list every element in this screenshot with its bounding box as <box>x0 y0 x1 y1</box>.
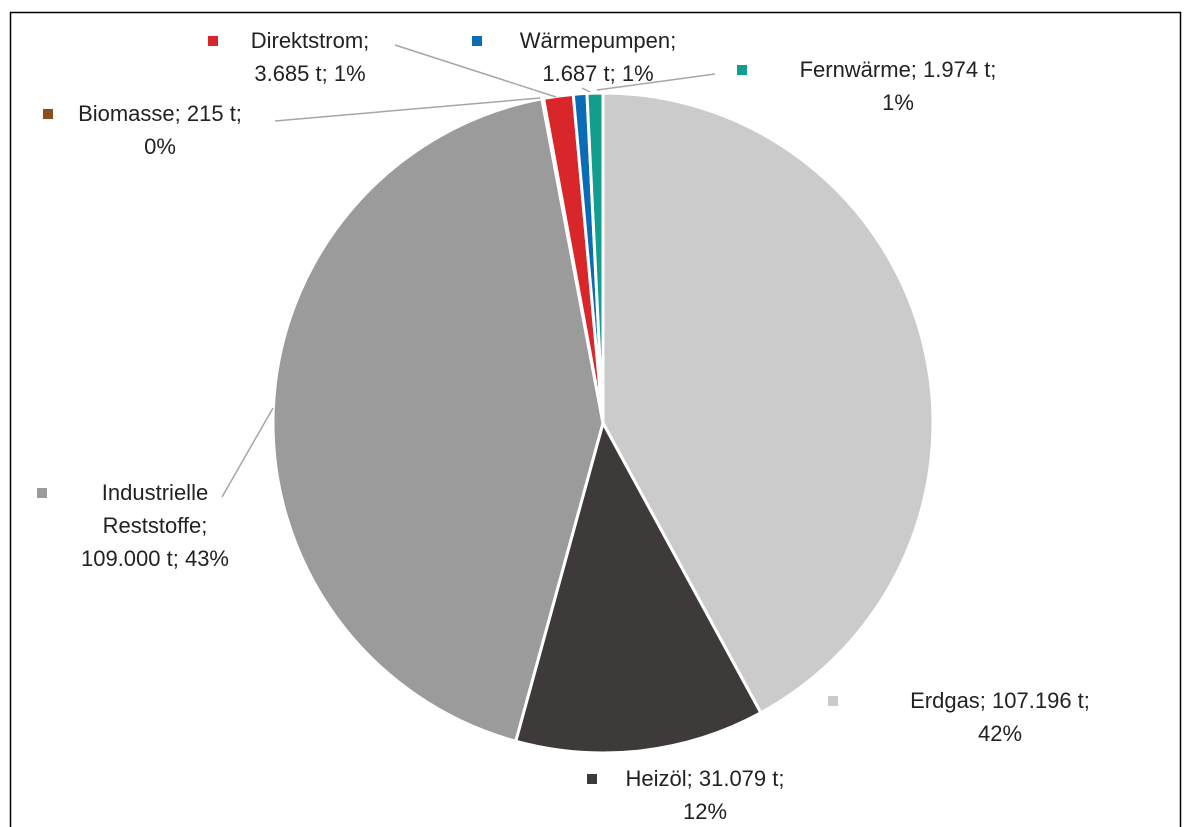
pie-slice <box>601 91 935 715</box>
label-marker <box>43 109 53 119</box>
leader-line <box>581 87 591 93</box>
data-label-line: Industrielle <box>102 480 208 505</box>
data-label-line: 1% <box>882 90 914 115</box>
label-marker <box>587 774 597 784</box>
data-label-line: 0% <box>144 134 176 159</box>
data-label-line: 1.687 t; 1% <box>542 61 653 86</box>
pie-slice <box>271 96 605 744</box>
data-label-line: Direktstrom; <box>251 28 370 53</box>
data-label-line: Reststoffe; <box>103 513 208 538</box>
label-marker <box>737 65 747 75</box>
leader-line <box>596 73 716 91</box>
data-label-line: 109.000 t; 43% <box>81 546 229 571</box>
data-label-line: Biomasse; 215 t; <box>78 101 242 126</box>
data-label: Direktstrom; 3.685 t; 1% <box>251 28 370 86</box>
data-label-line: Wärmepumpen; <box>520 28 677 53</box>
label-marker <box>208 36 218 46</box>
data-label: Industrielle Reststoffe; 109.000 t; 43% <box>81 480 229 571</box>
data-label-line: Heizöl; 31.079 t; <box>626 766 785 791</box>
data-label-line: Fernwärme; 1.974 t; <box>800 57 997 82</box>
pie-slice <box>585 91 605 424</box>
leader-line <box>394 44 557 98</box>
data-label: Wärmepumpen; 1.687 t; 1% <box>520 28 677 86</box>
pie-slice <box>513 419 763 755</box>
data-label: Biomasse; 215 t; 0% <box>78 101 242 159</box>
data-label: Fernwärme; 1.974 t; 1% <box>800 57 997 115</box>
data-label: Erdgas; 107.196 t; 42% <box>910 688 1090 746</box>
data-label-line: 42% <box>978 721 1022 746</box>
label-marker <box>37 488 47 498</box>
data-label-line: Erdgas; 107.196 t; <box>910 688 1090 713</box>
label-marker <box>828 696 838 706</box>
data-label: Heizöl; 31.079 t; 12% <box>626 766 785 824</box>
leader-line <box>274 97 541 122</box>
leader-line <box>221 407 274 498</box>
data-label-line: 3.685 t; 1% <box>254 61 365 86</box>
data-label-line: 12% <box>683 799 727 824</box>
label-marker <box>472 36 482 46</box>
